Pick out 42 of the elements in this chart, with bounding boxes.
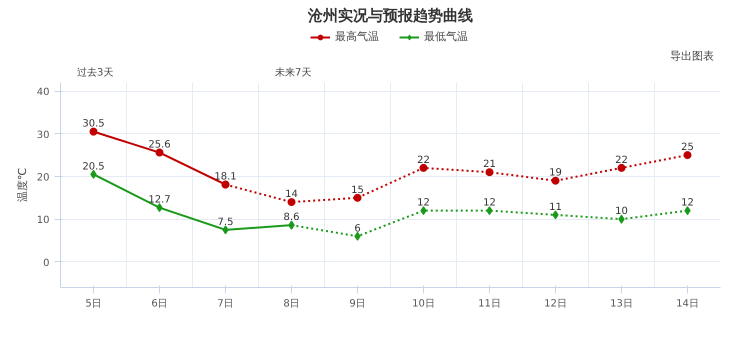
x-tick-label: 5日 [85, 298, 102, 310]
data-label: 12 [681, 198, 694, 209]
y-tick-label: 10 [36, 215, 50, 226]
y-tick-label: 30 [36, 130, 50, 141]
x-tick-label: 9日 [349, 298, 366, 310]
data-label: 21 [483, 159, 496, 170]
data-label: 19 [549, 168, 562, 179]
data-label: 14 [285, 189, 298, 200]
y-tick-label: 20 [36, 172, 50, 184]
data-label: 7.5 [218, 216, 234, 228]
data-label: 12 [483, 198, 496, 209]
data-label: 6 [354, 223, 361, 234]
data-label: 15 [351, 184, 364, 196]
text: 未来7天 [275, 66, 312, 78]
data-label: 22 [417, 154, 430, 166]
y-tick-label: 40 [36, 87, 50, 98]
x-tick-label: 13日 [610, 298, 633, 310]
data-label: 12 [417, 198, 430, 209]
x-tick-label: 6日 [151, 298, 168, 310]
data-label: 20.5 [82, 161, 105, 172]
data-label: 30.5 [82, 118, 105, 130]
text: 过去3天 [77, 66, 114, 78]
text: 导出图表 [670, 50, 714, 62]
x-tick-label: 10日 [412, 298, 435, 310]
x-tick-label: 8日 [283, 298, 300, 310]
legend-label: 最高气温 [335, 29, 379, 44]
x-tick-label: 14日 [676, 298, 699, 310]
data-label: 10 [615, 206, 628, 218]
data-label: 12.7 [148, 194, 171, 206]
x-tick-label: 12日 [544, 298, 567, 310]
y-tick-label: 0 [43, 258, 50, 269]
data-label: 25.6 [148, 140, 171, 151]
data-label: 22 [615, 154, 628, 166]
data-label: 8.6 [284, 212, 300, 224]
legend-label: 最低气温 [424, 29, 468, 44]
data-label: 11 [549, 202, 562, 213]
x-tick-label: 11日 [478, 298, 501, 310]
data-label: 25 [681, 142, 694, 154]
y-axis-title: 温度℃ [16, 168, 29, 202]
data-label: 18.1 [214, 172, 237, 183]
chart-title: 沧州实况与预报趋势曲线 [307, 6, 473, 24]
x-tick-label: 7日 [217, 298, 234, 310]
